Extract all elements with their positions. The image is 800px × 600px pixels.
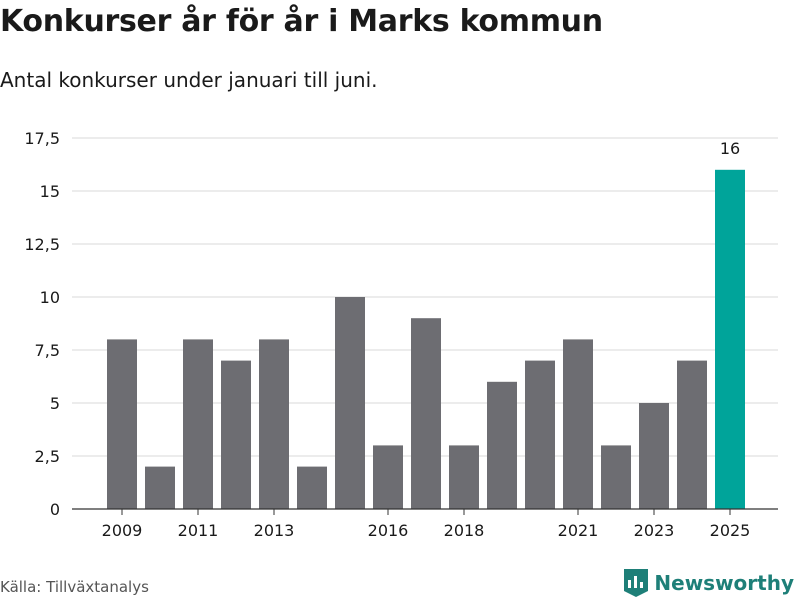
bar [335,297,365,509]
bar-chart-logo-icon [624,569,649,597]
chart-subtitle: Antal konkurser under januari till juni. [0,68,378,92]
bar [677,360,707,509]
data-label: 16 [720,139,740,158]
y-tick-label: 0 [50,500,60,519]
bar [259,339,289,509]
x-axis-labels: 2009 2011 2013 2016 2018 2021 2023 2025 [102,509,751,540]
brand-logo[interactable]: Newsworthy [624,568,794,598]
x-tick-label: 2016 [368,521,409,540]
bar [297,466,327,509]
bar [601,445,631,509]
y-tick-label: 2,5 [35,447,60,466]
bars [107,169,745,510]
y-tick-label: 10 [40,288,60,307]
y-tick-label: 7,5 [35,341,60,360]
x-tick-label: 2013 [254,521,295,540]
bar [449,445,479,509]
bar [639,403,669,509]
bar [183,339,213,509]
x-tick-label: 2009 [102,521,143,540]
x-tick-label: 2018 [444,521,485,540]
bar [487,381,517,509]
bar [145,466,175,509]
y-tick-label: 17,5 [24,129,60,148]
source-note: Källa: Tillväxtanalys [0,578,149,596]
y-tick-label: 5 [50,394,60,413]
bar [107,339,137,509]
y-axis-labels: 0 2,5 5 7,5 10 12,5 15 17,5 [24,129,60,519]
y-tick-label: 15 [40,182,60,201]
x-tick-label: 2023 [634,521,675,540]
bar-chart: 0 2,5 5 7,5 10 12,5 15 17,5 2009 2011 2013 2016 201… [24,129,778,540]
bar [525,360,555,509]
x-tick-label: 2021 [558,521,599,540]
bar [373,445,403,509]
y-tick-label: 12,5 [24,235,60,254]
brand-name: Newsworthy [654,571,794,595]
bar [563,339,593,509]
bar [715,169,745,510]
chart-title: Konkurser år för år i Marks kommun [0,4,603,39]
bar [411,318,441,509]
x-tick-label: 2011 [178,521,219,540]
data-labels: 16 [720,139,740,158]
x-tick-label: 2025 [710,521,751,540]
bar [221,360,251,509]
